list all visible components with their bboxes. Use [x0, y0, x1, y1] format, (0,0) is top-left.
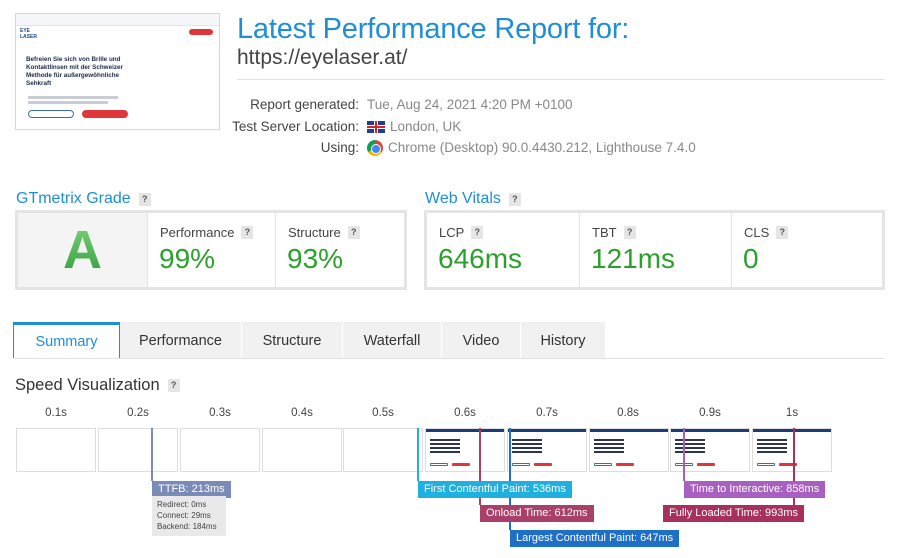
- meta-server-location: Test Server Location: London, UK: [232, 118, 887, 136]
- thumbnail-cta: [189, 29, 213, 35]
- report-tabs: Summary Performance Structure Waterfall …: [13, 322, 606, 359]
- time-tick: 0.2s: [127, 407, 149, 419]
- filmstrip-frame[interactable]: [98, 428, 178, 472]
- time-tick: 0.7s: [536, 407, 558, 419]
- time-tick: 0.9s: [699, 407, 721, 419]
- ttfb-connect: Connect: 29ms: [157, 511, 211, 520]
- cls-label: CLS?: [744, 225, 789, 240]
- tab-structure[interactable]: Structure: [242, 322, 343, 359]
- time-tick: 0.5s: [372, 407, 394, 419]
- ttfb-line: [151, 428, 153, 481]
- thumbnail-logo: EYE LASER: [20, 28, 37, 40]
- structure-value: 93%: [287, 243, 344, 274]
- time-tick: 1s: [785, 407, 799, 419]
- filmstrip-frame[interactable]: [670, 428, 750, 472]
- tbt-metric: TBT? 121ms: [579, 213, 731, 287]
- meta-label: Using:: [320, 140, 359, 155]
- onload-marker: Onload Time: 612ms: [480, 505, 594, 522]
- thumbnail-nav: [16, 14, 219, 26]
- tti-marker: Time to Interactive: 858ms: [684, 481, 826, 498]
- fcp-line: [417, 428, 419, 481]
- fully-loaded-marker: Fully Loaded Time: 993ms: [663, 505, 805, 522]
- gtmetrix-grade-panel: A Performance? 99% Structure? 93%: [15, 210, 407, 290]
- filmstrip-frame[interactable]: [262, 428, 342, 472]
- performance-label: Performance?: [160, 225, 254, 240]
- gtmetrix-grade-heading: GTmetrix Grade?: [16, 190, 151, 208]
- page-screenshot-thumbnail[interactable]: EYE LASER Befreien Sie sich von Brille u…: [15, 13, 220, 130]
- tbt-label: TBT?: [592, 225, 636, 240]
- ttfb-breakdown: Redirect: 0ms Connect: 29ms Backend: 184…: [152, 496, 226, 536]
- lcp-marker: Largest Contentful Paint: 647ms: [510, 530, 680, 547]
- help-icon[interactable]: ?: [508, 192, 521, 206]
- thumbnail-headline: Befreien Sie sich von Brille und Kontakt…: [26, 56, 123, 87]
- uk-flag-icon: [367, 121, 385, 133]
- help-icon[interactable]: ?: [167, 379, 180, 392]
- filmstrip-frame[interactable]: [589, 428, 669, 472]
- lcp-metric: LCP? 646ms: [427, 213, 579, 287]
- help-icon[interactable]: ?: [347, 226, 360, 239]
- meta-label: Report generated:: [250, 97, 359, 112]
- fcp-marker: First Contentful Paint: 536ms: [418, 481, 572, 498]
- meta-label: Test Server Location:: [232, 119, 359, 134]
- tab-video[interactable]: Video: [442, 322, 521, 359]
- meta-value: Chrome (Desktop) 90.0.4430.212, Lighthou…: [367, 139, 696, 157]
- thumbnail-text-line: [28, 101, 108, 104]
- structure-score: Structure? 93%: [275, 213, 404, 287]
- lcp-line: [509, 428, 511, 530]
- help-icon[interactable]: ?: [471, 226, 484, 239]
- cls-metric: CLS? 0: [731, 213, 882, 287]
- lcp-label: LCP?: [439, 225, 484, 240]
- cls-value: 0: [743, 243, 759, 274]
- meta-report-generated: Report generated: Tue, Aug 24, 2021 4:20…: [237, 96, 887, 114]
- meta-using: Using: Chrome (Desktop) 90.0.4430.212, L…: [237, 139, 887, 157]
- time-tick: 0.8s: [617, 407, 639, 419]
- filmstrip-frame[interactable]: [425, 428, 505, 472]
- help-icon[interactable]: ?: [138, 192, 151, 206]
- web-vitals-panel: LCP? 646ms TBT? 121ms CLS? 0: [424, 210, 885, 290]
- performance-value: 99%: [159, 243, 216, 274]
- fully-loaded-line: [793, 428, 795, 505]
- help-icon[interactable]: ?: [623, 226, 636, 239]
- tab-summary[interactable]: Summary: [13, 322, 120, 359]
- meta-value: Tue, Aug 24, 2021 4:20 PM +0100: [367, 97, 573, 112]
- time-tick: 0.6s: [454, 407, 476, 419]
- grade-box: A: [18, 213, 147, 287]
- speed-visualization-heading: Speed Visualization?: [15, 376, 180, 395]
- ttfb-redirect: Redirect: 0ms: [157, 500, 207, 509]
- tab-performance[interactable]: Performance: [120, 322, 242, 359]
- time-tick: 0.1s: [45, 407, 67, 419]
- time-tick: 0.4s: [291, 407, 313, 419]
- time-tick: 0.3s: [209, 407, 231, 419]
- thumbnail-button: [28, 110, 74, 118]
- structure-label: Structure?: [288, 225, 360, 240]
- thumbnail-text-line: [28, 96, 118, 99]
- tab-history[interactable]: History: [521, 322, 606, 359]
- tti-line: [683, 428, 685, 481]
- tbt-value: 121ms: [591, 243, 676, 274]
- chrome-icon: [367, 140, 383, 156]
- report-url[interactable]: https://eyelaser.at/: [237, 46, 408, 69]
- onload-line: [479, 428, 481, 505]
- help-icon[interactable]: ?: [776, 226, 789, 239]
- thumbnail-button: [82, 110, 128, 118]
- filmstrip-frame[interactable]: [752, 428, 832, 472]
- ttfb-backend: Backend: 184ms: [157, 522, 217, 531]
- header-divider: [237, 79, 885, 80]
- lcp-value: 646ms: [438, 243, 523, 274]
- filmstrip-frame[interactable]: [16, 428, 96, 472]
- filmstrip-frame[interactable]: [180, 428, 260, 472]
- web-vitals-heading: Web Vitals?: [425, 190, 521, 208]
- meta-value: London, UK: [367, 118, 461, 136]
- grade-letter: A: [18, 219, 147, 281]
- filmstrip-frame[interactable]: [343, 428, 423, 472]
- tabs-divider: [13, 358, 885, 359]
- report-title: Latest Performance Report for:: [237, 13, 630, 45]
- help-icon[interactable]: ?: [241, 226, 254, 239]
- ttfb-marker: TTFB: 213ms: [152, 481, 231, 498]
- performance-score: Performance? 99%: [147, 213, 275, 287]
- tab-waterfall[interactable]: Waterfall: [343, 322, 442, 359]
- filmstrip-frame[interactable]: [507, 428, 587, 472]
